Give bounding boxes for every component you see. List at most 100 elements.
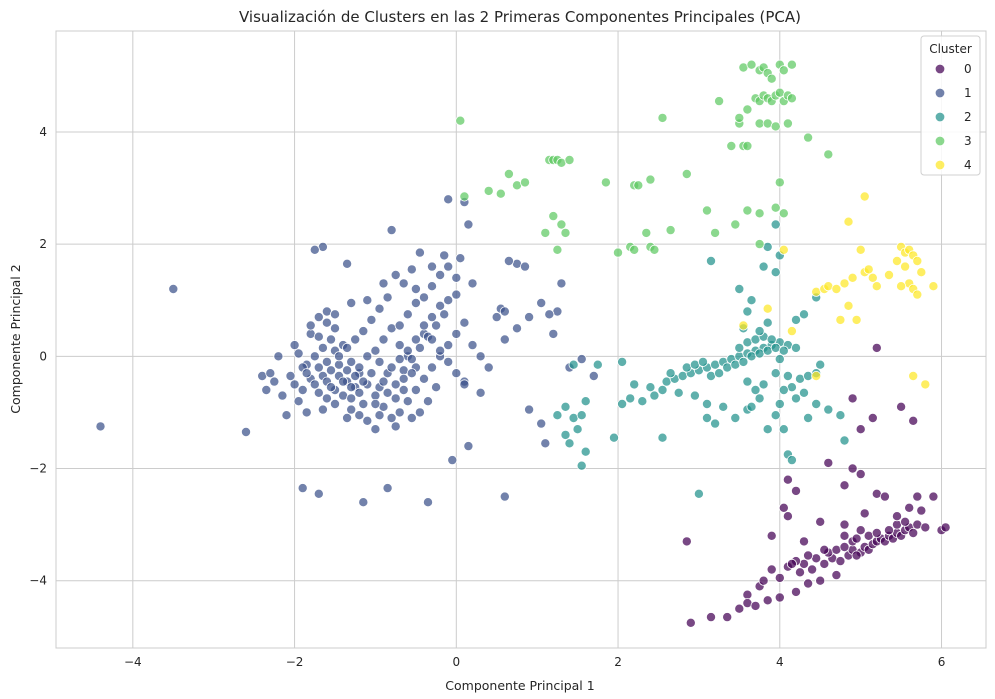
data-point — [374, 356, 385, 367]
data-point — [811, 398, 822, 409]
data-point — [313, 312, 324, 323]
data-point — [305, 320, 316, 331]
data-point — [819, 558, 830, 569]
data-point — [770, 368, 781, 379]
x-axis-label: Componente Principal 1 — [445, 678, 594, 693]
data-point — [855, 424, 866, 435]
data-point — [742, 140, 753, 151]
data-point — [431, 320, 442, 331]
data-point — [815, 516, 826, 527]
data-point — [710, 227, 721, 238]
series-cluster-4 — [738, 191, 939, 390]
data-point — [754, 239, 765, 250]
data-point — [467, 278, 478, 289]
data-point — [702, 205, 713, 216]
data-point — [871, 342, 882, 353]
data-point — [499, 334, 510, 345]
data-point — [394, 340, 405, 351]
data-point — [443, 340, 454, 351]
data-point — [313, 488, 324, 499]
data-point — [774, 177, 785, 188]
data-point — [600, 177, 611, 188]
data-point — [467, 340, 478, 351]
data-point — [560, 429, 571, 440]
y-axis-label: Componente Principal 2 — [8, 264, 23, 413]
data-point — [714, 368, 725, 379]
data-point — [406, 368, 417, 379]
data-points — [95, 59, 951, 628]
data-point — [503, 168, 514, 179]
data-point — [273, 351, 284, 362]
data-point — [374, 303, 385, 314]
data-point — [342, 365, 353, 376]
data-point — [512, 323, 523, 334]
data-point — [786, 455, 797, 466]
data-point — [782, 474, 793, 485]
data-point — [778, 345, 789, 356]
series-cluster-1 — [95, 194, 599, 508]
data-point — [835, 410, 846, 421]
data-point — [378, 278, 389, 289]
data-point — [629, 244, 640, 255]
data-point — [536, 418, 547, 429]
data-point — [916, 267, 927, 278]
data-point — [734, 603, 745, 614]
x-tick-label: 0 — [452, 655, 460, 669]
data-point — [463, 219, 474, 230]
data-point — [689, 390, 700, 401]
chart-title: Visualización de Clusters en las 2 Prime… — [239, 8, 801, 26]
data-point — [342, 342, 353, 353]
data-point — [297, 384, 308, 395]
data-point — [908, 528, 919, 539]
legend: Cluster 0 1 2 3 4 — [920, 35, 981, 176]
data-point — [426, 312, 437, 323]
data-point — [847, 393, 858, 404]
data-point — [892, 255, 903, 266]
data-point — [362, 415, 373, 426]
data-point — [791, 342, 802, 353]
data-point — [439, 250, 450, 261]
data-point — [835, 556, 846, 567]
data-point — [309, 244, 320, 255]
data-point — [714, 96, 725, 107]
data-point — [358, 398, 369, 409]
data-point — [386, 412, 397, 423]
data-point — [342, 258, 353, 269]
data-point — [580, 396, 591, 407]
data-point — [576, 460, 587, 471]
data-point — [738, 356, 749, 367]
data-point — [803, 132, 814, 143]
series-cluster-2 — [552, 219, 850, 499]
data-point — [609, 432, 620, 443]
data-point — [410, 297, 421, 308]
data-point — [758, 379, 769, 390]
data-point — [552, 244, 563, 255]
data-point — [451, 272, 462, 283]
data-point — [742, 205, 753, 216]
data-point — [786, 326, 797, 337]
data-point — [346, 356, 357, 367]
data-point — [568, 359, 579, 370]
data-point — [613, 247, 624, 258]
data-point — [742, 589, 753, 600]
data-point — [896, 281, 907, 292]
data-point — [617, 356, 628, 367]
x-tick-label: 6 — [938, 655, 946, 669]
legend-box — [920, 35, 981, 176]
data-point — [786, 558, 797, 569]
data-point — [823, 149, 834, 160]
data-point — [277, 390, 288, 401]
data-point — [378, 334, 389, 345]
data-point — [730, 219, 741, 230]
legend-entry-4: 4 — [964, 158, 972, 172]
data-point — [770, 219, 781, 230]
data-point — [762, 424, 773, 435]
data-point — [301, 368, 312, 379]
data-point — [406, 264, 417, 275]
data-point — [358, 326, 369, 337]
data-point — [261, 384, 272, 395]
data-point — [455, 115, 466, 126]
data-point — [746, 401, 757, 412]
data-point — [406, 354, 417, 365]
data-point — [920, 522, 931, 533]
